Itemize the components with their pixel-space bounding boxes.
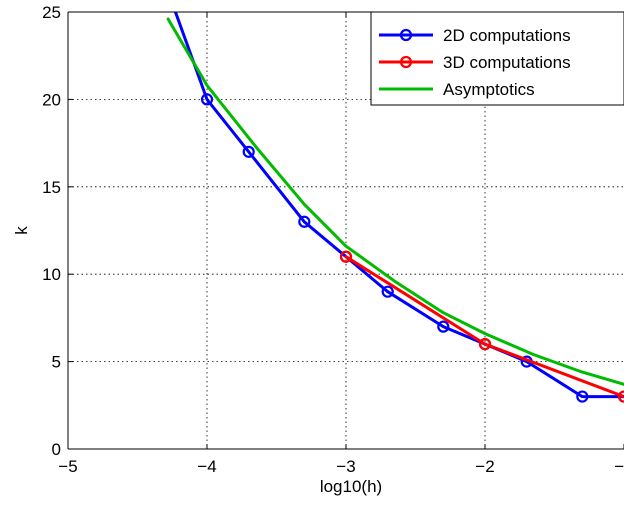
- x-axis-label: log10(h): [320, 477, 382, 496]
- legend-label-3: Asymptotics: [443, 80, 535, 99]
- data-point: [339, 250, 353, 263]
- y-tick-label: 25: [42, 3, 61, 22]
- legend-marker-2: [399, 55, 413, 69]
- y-tick-label: 5: [52, 353, 61, 372]
- series-line-1: [173, 12, 624, 399]
- x-tick-label: −4: [197, 457, 216, 476]
- data-point: [298, 215, 311, 228]
- y-axis-label: k: [12, 226, 31, 235]
- x-tick-label: −3: [336, 457, 355, 476]
- data-point: [242, 145, 255, 158]
- x-tick-label: −5: [58, 457, 77, 476]
- axes: [67, 11, 624, 450]
- x-tick-label: −2: [475, 457, 494, 476]
- series-layer: [166, 12, 624, 403]
- data-point: [576, 390, 589, 403]
- data-point: [478, 338, 492, 351]
- data-point: [381, 285, 394, 298]
- y-tick-label: 10: [42, 265, 61, 284]
- legend-label-1: 2D computations: [443, 26, 571, 45]
- legend: 2D computations 3D computations Asymptotic…: [370, 11, 624, 106]
- data-point: [200, 93, 214, 106]
- y-tick-label: 0: [52, 440, 61, 459]
- legend-label-2: 3D computations: [443, 53, 571, 72]
- y-tick-label: 15: [42, 178, 61, 197]
- data-point: [437, 320, 450, 333]
- x-tick-label: −1: [614, 457, 624, 476]
- y-tick-label: 20: [42, 90, 61, 109]
- series-line-3: [166, 17, 624, 386]
- series-line-2: [344, 255, 624, 399]
- tick-labels: −5 −4 −3 −2 −1 0 5 10 15 20 25: [42, 3, 624, 476]
- legend-marker-1: [399, 28, 413, 42]
- data-point: [617, 390, 624, 403]
